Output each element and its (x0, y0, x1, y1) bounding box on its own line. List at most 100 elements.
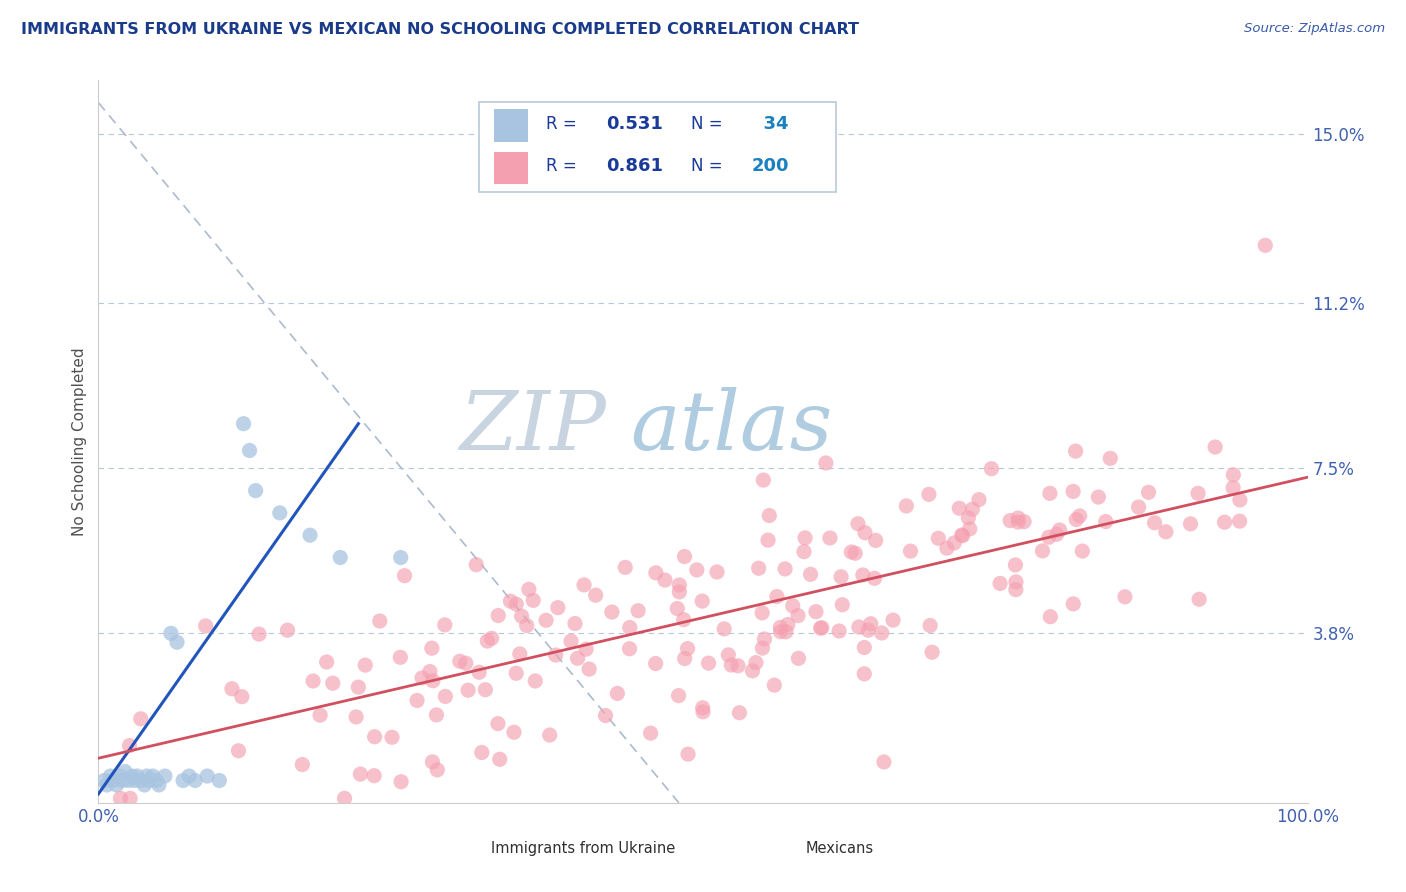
Point (111, 773, 134, 788)
Point (668, 585, 690, 599)
Point (509, 647, 531, 661)
Point (433, 618, 456, 632)
Point (1143, 516, 1166, 530)
Point (787, 651, 810, 665)
Point (697, 656, 720, 670)
Point (948, 501, 970, 516)
FancyBboxPatch shape (456, 837, 482, 863)
Point (676, 747, 699, 761)
Point (980, 461, 1002, 475)
Text: R =: R = (546, 157, 582, 175)
Point (859, 616, 882, 631)
FancyBboxPatch shape (494, 152, 527, 184)
Point (422, 755, 444, 769)
Point (998, 514, 1021, 528)
Point (419, 665, 441, 679)
Point (309, 708, 332, 723)
Text: R =: R = (546, 115, 582, 133)
Point (988, 576, 1011, 591)
Point (775, 624, 797, 639)
Point (776, 617, 799, 632)
Point (717, 648, 740, 662)
Point (269, 506, 291, 520)
Point (841, 545, 863, 559)
Point (1005, 574, 1028, 589)
Point (810, 621, 832, 635)
Point (814, 456, 837, 470)
Point (129, 773, 152, 788)
Point (619, 641, 641, 656)
Point (1137, 485, 1160, 500)
Point (517, 582, 540, 597)
Point (208, 773, 231, 788)
Point (486, 608, 509, 623)
Point (93, 773, 115, 788)
Point (668, 689, 690, 703)
Point (666, 601, 689, 615)
Text: N =: N = (690, 157, 728, 175)
Point (595, 708, 617, 723)
Point (967, 492, 990, 507)
Point (477, 634, 499, 648)
Point (873, 755, 896, 769)
Point (619, 620, 641, 634)
Point (692, 705, 714, 719)
Point (870, 626, 893, 640)
Point (1222, 467, 1244, 482)
Point (1094, 515, 1116, 529)
Point (853, 666, 876, 681)
Point (142, 769, 165, 783)
Text: N =: N = (690, 115, 728, 133)
Text: ZIP: ZIP (460, 387, 606, 467)
Point (108, 769, 131, 783)
Point (118, 773, 141, 788)
Point (769, 620, 792, 634)
Point (425, 707, 447, 722)
Point (538, 728, 561, 742)
Point (804, 605, 827, 619)
Point (129, 712, 152, 726)
Point (936, 541, 959, 556)
Point (1062, 484, 1084, 499)
Point (434, 690, 457, 704)
Point (920, 618, 942, 632)
Point (486, 716, 509, 731)
Point (118, 739, 141, 753)
Point (100, 769, 122, 783)
Point (101, 773, 124, 788)
Point (644, 566, 666, 580)
Point (349, 767, 371, 781)
Point (347, 680, 370, 694)
FancyBboxPatch shape (479, 102, 837, 193)
Point (846, 516, 869, 531)
Point (952, 529, 974, 543)
FancyBboxPatch shape (769, 837, 796, 863)
Point (322, 676, 344, 690)
Point (858, 623, 880, 637)
Point (389, 550, 412, 565)
Point (758, 508, 780, 523)
Point (505, 666, 527, 681)
Point (1064, 444, 1087, 458)
Point (1114, 590, 1136, 604)
Point (179, 769, 201, 783)
Point (1004, 582, 1026, 597)
Point (751, 641, 773, 656)
Point (481, 632, 503, 646)
Point (1071, 544, 1094, 558)
Point (488, 752, 510, 766)
Point (333, 791, 356, 805)
Point (124, 773, 146, 788)
Point (673, 549, 696, 564)
Point (1229, 493, 1251, 508)
Point (247, 627, 270, 641)
Point (110, 791, 132, 805)
Point (1229, 514, 1251, 528)
Point (329, 550, 352, 565)
Point (896, 499, 918, 513)
Point (572, 578, 595, 592)
Point (145, 773, 167, 788)
FancyBboxPatch shape (494, 109, 527, 142)
Point (766, 590, 789, 604)
Point (578, 662, 600, 676)
